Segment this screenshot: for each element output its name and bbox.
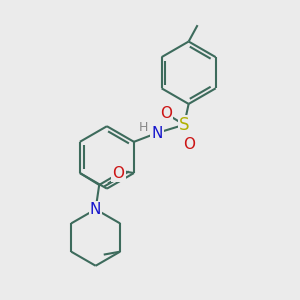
- Text: O: O: [160, 106, 172, 121]
- Text: N: N: [90, 202, 101, 217]
- Text: N: N: [151, 126, 163, 141]
- Text: S: S: [179, 116, 189, 134]
- Text: O: O: [112, 166, 124, 181]
- Text: O: O: [183, 136, 195, 152]
- Text: H: H: [139, 121, 148, 134]
